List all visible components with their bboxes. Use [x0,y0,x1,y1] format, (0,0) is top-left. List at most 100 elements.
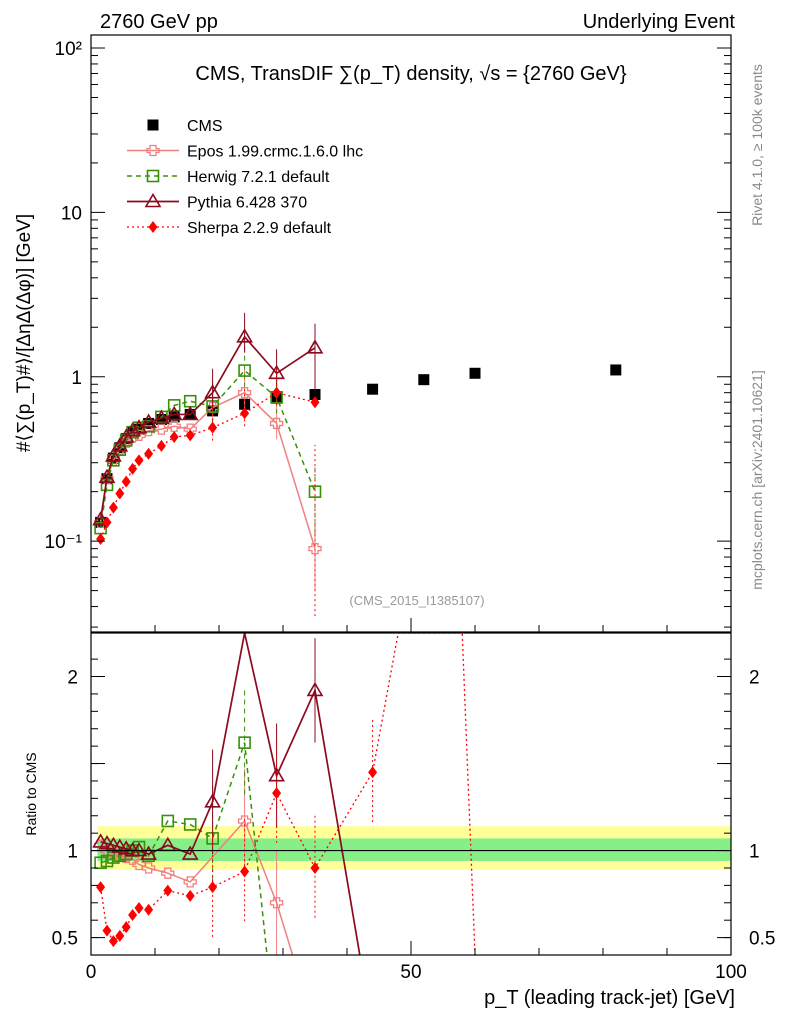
x-axis-label: p_T (leading track-jet) [GeV] [484,987,735,1009]
ratio-point [161,814,175,828]
series-point [310,396,320,409]
cms-point [114,442,126,454]
series-point [185,429,195,442]
cms-point [168,411,180,423]
ratio-point [306,681,324,697]
x-tick-label: 50 [400,962,421,983]
ratio-point [134,902,144,915]
ratio-point [268,767,285,782]
y-tick-label: 10 [61,203,82,224]
ratio-point [94,856,107,870]
series-point [121,475,131,488]
ratio-point [128,908,138,921]
series-point [98,468,116,483]
cms-point [469,367,481,379]
legend-label: Epos 1.99.crmc.1.6.0 lhc [187,144,363,161]
series-point [102,516,112,529]
series-point [269,417,284,430]
ratio-point [100,854,114,868]
series-point [144,447,154,460]
series-point [236,328,253,343]
y-tick-label: 10⁻¹ [45,532,83,553]
ratio-point [185,889,195,902]
ratio-point [272,787,282,800]
ratio-point [208,881,218,894]
series-point [105,447,122,462]
series-point [237,387,252,399]
rivet-label: Rivet 4.1.0, ≥ 100k events [749,64,765,226]
ratio-plot-frame [90,632,732,956]
series-point [268,364,285,380]
ratio-y-axis-label: Ratio to CMS [23,752,39,835]
legend-marker [148,221,158,233]
series-point [140,413,157,428]
series-point [134,454,144,467]
series-point [108,501,118,514]
ratio-point [238,736,251,749]
ratio-line [100,742,268,955]
series-point [272,386,282,399]
series-point [165,405,183,421]
axes: 0 50 100 10⁻¹ 1 10 10² 0.5 0.5 1 1 2 2 [45,39,776,983]
legend-label: CMS [187,118,223,135]
chart-title: CMS, TransDIF ∑(p_T) density, √s = {2760… [195,63,626,85]
series-point [240,407,250,420]
legend-label: Pythia 6.428 370 [187,195,307,212]
ratio-point [368,766,378,779]
header-right: Underlying Event [583,11,736,33]
series-point [169,431,179,444]
ratio-point [183,818,197,831]
x-tick-label: 100 [715,962,747,983]
series-point [92,511,109,526]
series-point [153,409,170,424]
cms-point [610,364,622,376]
ratio-point [237,815,252,827]
ratio-point [161,867,175,879]
series-point [183,394,197,408]
series-point [238,364,251,377]
cms-point [418,374,430,386]
series-point [156,439,166,452]
series-point [208,421,218,434]
series-point [96,533,106,546]
legend-marker [146,144,160,157]
ratio-point [204,793,221,808]
series-point [124,422,141,437]
ratio-plot-area [92,633,476,955]
ratio-tick-label: 1 [67,842,78,863]
series-point [167,399,181,412]
ratio-point [163,884,173,897]
x-tick-label: 0 [86,962,97,983]
y-axis-label: #⟨∑(p_T)#⟩/[ΔηΔ(Δφ)] [GeV] [14,214,35,452]
ratio-tick-label-right: 2 [749,668,760,689]
cms-point [133,423,145,435]
ratio-point [141,862,156,874]
series-point [181,405,199,421]
mcplots-label: mcplots.cern.ch [arXiv:2401.10621] [749,370,765,589]
legend-marker [146,169,160,183]
series-point [308,543,322,555]
series-point [306,339,324,354]
cms-point [143,417,155,429]
ratio-point [240,865,250,878]
cms-point [367,383,379,395]
ratio-point [115,929,125,942]
legend-label: Herwig 7.2.1 default [187,169,330,186]
ratio-tick-label: 0.5 [52,929,78,950]
header-left: 2760 GeV pp [100,11,218,33]
series-point [128,462,138,475]
cms-point [309,388,321,400]
ratio-point [102,924,112,937]
cms-point [155,413,167,425]
ratio-point [132,840,146,854]
series-point [204,384,221,399]
series-point [115,487,125,500]
ratio-point [108,935,118,948]
ratio-point [144,903,154,916]
ratio-tick-label: 2 [67,668,78,689]
series-point [308,485,322,498]
y-tick-label: 1 [71,368,82,389]
series-line [99,369,316,529]
ratio-point [181,845,199,860]
ratio-point [96,881,106,894]
